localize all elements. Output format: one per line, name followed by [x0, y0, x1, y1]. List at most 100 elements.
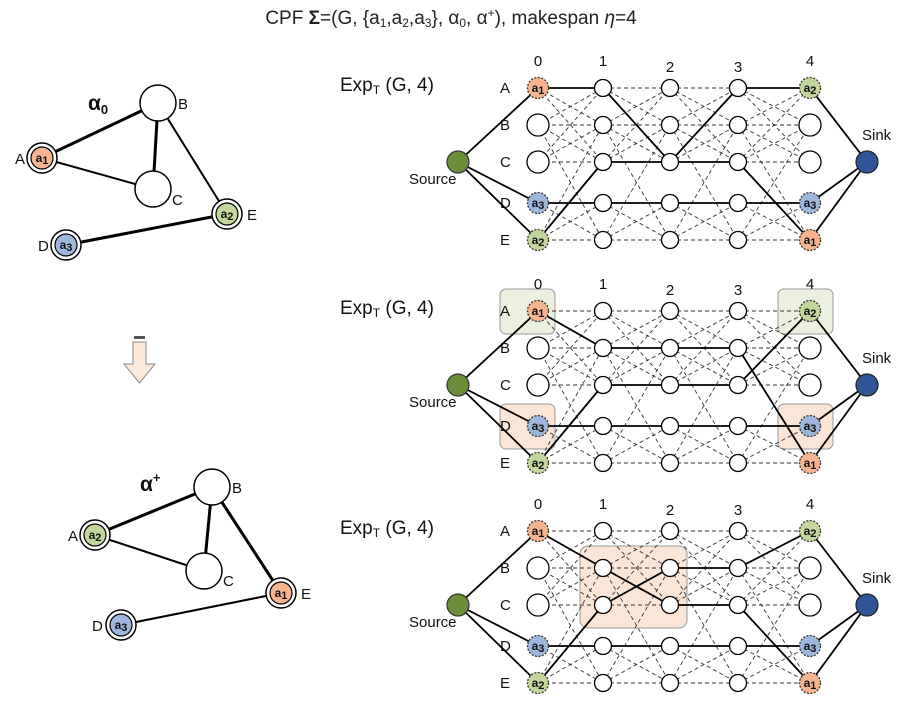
agent-node-a3	[798, 414, 822, 438]
graph-node	[728, 115, 748, 135]
graph-node	[660, 193, 680, 213]
svg-text:a2: a2	[221, 207, 234, 223]
source-edge	[457, 384, 539, 464]
graph-node	[593, 558, 613, 578]
graph-node	[593, 301, 613, 321]
graph-node	[660, 375, 680, 395]
agent-node-a3	[526, 414, 550, 438]
flow-edge	[737, 604, 811, 684]
sink-node	[855, 593, 879, 617]
graph-node	[593, 595, 613, 615]
dashed-edge	[537, 310, 604, 386]
graph-node	[728, 673, 748, 693]
graph-node	[728, 416, 748, 436]
dashed-edge	[537, 645, 604, 684]
time-step-1: 1	[599, 53, 607, 70]
flow-edge	[602, 87, 671, 163]
dashed-edge	[737, 87, 811, 126]
agent-label-a3: a3	[532, 639, 545, 655]
flow-edge	[537, 310, 604, 349]
svg-text:a2: a2	[89, 528, 102, 544]
graph-node	[593, 193, 613, 213]
dashed-edge	[602, 87, 671, 126]
source-edge	[457, 384, 539, 427]
node-D-with-a3: a3	[105, 609, 137, 641]
graph-alpha-plus: a2 a1 a3 A B C D E α+	[68, 468, 311, 641]
graph-node	[798, 593, 822, 617]
graph-node	[593, 453, 613, 473]
node-B	[139, 84, 177, 122]
row-label-D: D	[500, 195, 511, 212]
sink-edge	[809, 530, 868, 606]
node-E-with-a2: a2	[211, 198, 243, 230]
agent-node-a2	[526, 451, 550, 475]
dashed-edge	[669, 310, 739, 349]
row-label-A: A	[500, 80, 510, 97]
down-arrow-icon	[122, 336, 157, 384]
row-label-C: C	[500, 154, 511, 171]
sink-edge	[809, 87, 868, 163]
graph-node	[798, 373, 822, 397]
dashed-edge	[737, 87, 811, 126]
agent-node-a2	[526, 671, 550, 695]
agent-node-a3	[526, 634, 550, 658]
agent-node-a1	[798, 671, 822, 695]
time-step-0: 0	[534, 276, 542, 293]
dashed-edge	[669, 530, 739, 569]
node-label-C: C	[223, 573, 234, 590]
time-step-4: 4	[806, 276, 814, 293]
graph-node	[526, 593, 550, 617]
dashed-edge	[602, 347, 671, 386]
dashed-edge	[669, 567, 739, 606]
dashed-edge	[669, 87, 739, 126]
node-label-C: C	[172, 192, 183, 209]
graph-node	[728, 230, 748, 250]
graph-node	[660, 416, 680, 436]
agent-node-a2	[526, 228, 550, 252]
dashed-edge	[669, 124, 739, 163]
dashed-edge	[737, 645, 811, 684]
agent-label-a1: a1	[532, 524, 545, 540]
flow-edge	[737, 310, 811, 386]
flow-edge	[537, 384, 604, 464]
agent-node-a1	[526, 519, 550, 543]
graph-node	[660, 78, 680, 98]
graph-node	[728, 521, 748, 541]
agent-node-a2	[798, 519, 822, 543]
dashed-edge	[602, 202, 671, 241]
agent-node-a3	[798, 634, 822, 658]
row-label-D: D	[500, 638, 511, 655]
graph-node	[728, 558, 748, 578]
row-label-B: B	[500, 340, 510, 357]
dashed-edge	[602, 310, 671, 349]
node-B	[193, 468, 231, 506]
dashed-edge	[669, 347, 739, 464]
dashed-edge	[602, 425, 671, 464]
expanded-graph-label: ExpT (G, 4)	[340, 518, 434, 540]
sink-node	[855, 373, 879, 397]
time-step-2: 2	[666, 282, 674, 299]
graph-node	[728, 301, 748, 321]
flow-edge	[537, 161, 604, 241]
graph-node	[660, 453, 680, 473]
source-edge	[457, 310, 539, 386]
row-label-E: E	[500, 675, 510, 692]
graph-node	[593, 152, 613, 172]
source-node	[446, 593, 470, 617]
graph-node	[593, 636, 613, 656]
sink-edge	[809, 384, 868, 464]
dashed-edge	[537, 567, 604, 684]
dashed-edge	[737, 567, 811, 606]
highlight-box	[579, 545, 688, 629]
agent-node-a2	[798, 76, 822, 100]
agent-label-a2: a2	[532, 456, 545, 472]
graph-node	[593, 230, 613, 250]
node-label-D: D	[38, 238, 49, 255]
svg-text:a3: a3	[60, 238, 73, 254]
graph-node	[660, 521, 680, 541]
dashed-edge	[602, 124, 671, 163]
sink-label: Sink	[862, 570, 892, 587]
flow-edge	[737, 530, 811, 569]
sink-edge	[809, 161, 868, 241]
